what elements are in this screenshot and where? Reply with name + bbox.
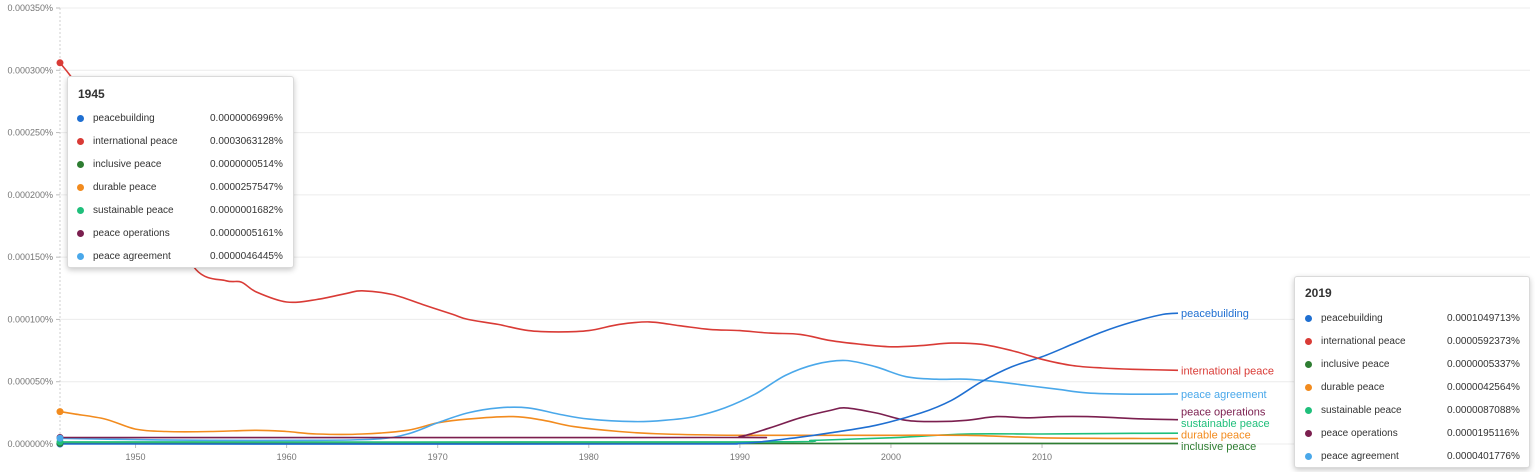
tooltip-series-name: peace agreement [93, 250, 171, 262]
x-tick-label: 1950 [126, 452, 146, 462]
legend-dot-icon [1305, 429, 1312, 437]
legend-dot-icon [77, 160, 84, 168]
tooltip-row: peacebuilding 0.0001049713% [1295, 311, 1529, 325]
tooltip-row: international peace 0.0003063128% [68, 134, 293, 148]
tooltip-series-name: international peace [1321, 335, 1406, 347]
end-label-inclusive-peace: inclusive peace [1181, 441, 1256, 453]
tooltip-series-name: peace operations [1321, 427, 1398, 439]
point-marker-peace-agreement [56, 434, 64, 442]
end-label-peace-agreement: peace agreement [1181, 389, 1267, 401]
tooltip-series-name: durable peace [1321, 381, 1385, 393]
legend-dot-icon [1305, 314, 1312, 322]
tooltip-row: inclusive peace 0.0000005337% [1295, 357, 1529, 371]
legend-dot-icon [77, 183, 84, 191]
tooltip-series-name: peacebuilding [1321, 312, 1383, 324]
legend-dot-icon [1305, 452, 1312, 460]
end-labels: peacebuilding international peace peace ag… [1181, 308, 1274, 453]
y-tick-label: 0.000350% [7, 3, 53, 13]
legend-dot-icon [1305, 406, 1312, 414]
tooltip-row: peacebuilding 0.0000006996% [68, 111, 293, 125]
tooltip-row: peace agreement 0.0000401776% [1295, 449, 1529, 463]
tooltip-series-value: 0.0000000514% [210, 158, 283, 170]
x-tick-label: 2010 [1032, 452, 1052, 462]
x-tick-label: 1980 [579, 452, 599, 462]
x-tick-label: 1960 [277, 452, 297, 462]
tooltip-row: durable peace 0.0000257547% [68, 180, 293, 194]
tooltip-series-name: durable peace [93, 181, 157, 193]
y-tick-label: 0.000250% [7, 128, 53, 138]
tooltip-row: peace operations 0.0000005161% [68, 226, 293, 240]
point-marker-durable-peace [56, 408, 64, 416]
tooltip-series-value: 0.0000005161% [210, 227, 283, 239]
tooltip-series-name: peacebuilding [93, 112, 155, 124]
tooltip-series-value: 0.0000005337% [1447, 358, 1520, 370]
end-label-peace-operations: peace operations [1181, 407, 1266, 419]
series-line-durable-peace [59, 410, 1179, 440]
tooltip-series-name: peace operations [93, 227, 170, 239]
y-tick-label: 0.000050% [7, 377, 53, 387]
tooltip-series-value: 0.0003063128% [210, 135, 283, 147]
x-tick-label: 1990 [730, 452, 750, 462]
point-marker-international-peace [56, 59, 64, 67]
tooltip-year: 1945 [78, 87, 105, 101]
legend-dot-icon [77, 229, 84, 237]
tooltip-series-value: 0.0000087088% [1447, 404, 1520, 416]
tooltip-series-name: inclusive peace [1321, 358, 1390, 370]
series-line-sustainable-peace [59, 432, 1179, 443]
tooltip-row: inclusive peace 0.0000000514% [68, 157, 293, 171]
tooltip-series-name: sustainable peace [1321, 404, 1402, 416]
chart-grid [60, 7, 1530, 445]
x-axis: 1950 1960 1970 1980 1990 2000 2010 [60, 443, 1178, 462]
end-label-sustainable-peace: sustainable peace [1181, 418, 1270, 430]
tooltip-year: 2019 [1305, 286, 1332, 300]
chart-markers [56, 59, 64, 448]
y-tick-label: 0.000000% [7, 439, 53, 449]
tooltip-row: peace operations 0.0000195116% [1295, 426, 1529, 440]
tooltip-series-value: 0.0000592373% [1447, 335, 1520, 347]
series-line-peacebuilding [59, 312, 1179, 445]
tooltip-series-value: 0.0001049713% [1447, 312, 1520, 324]
tooltip-row: sustainable peace 0.0000087088% [1295, 403, 1529, 417]
tooltip-1945: 1945 peacebuilding 0.0000006996% internati… [67, 76, 294, 268]
series-line-peace-operations [59, 407, 1179, 439]
y-tick-label: 0.000200% [7, 190, 53, 200]
end-label-international-peace: international peace [1181, 365, 1274, 377]
tooltip-series-name: sustainable peace [93, 204, 174, 216]
legend-dot-icon [77, 206, 84, 214]
tooltip-series-value: 0.0000257547% [210, 181, 283, 193]
tooltip-series-name: international peace [93, 135, 178, 147]
tooltip-series-value: 0.0000195116% [1447, 427, 1520, 439]
x-tick-label: 2000 [881, 452, 901, 462]
legend-dot-icon [1305, 337, 1312, 345]
legend-dot-icon [1305, 383, 1312, 391]
tooltip-series-value: 0.0000001682% [210, 204, 283, 216]
tooltip-series-name: peace agreement [1321, 450, 1399, 462]
chart-series [59, 62, 1179, 445]
x-tick-label: 1970 [428, 452, 448, 462]
y-tick-label: 0.000300% [7, 65, 53, 75]
tooltip-row: peace agreement 0.0000046445% [68, 249, 293, 263]
tooltip-series-value: 0.0000006996% [210, 112, 283, 124]
y-tick-label: 0.000150% [7, 252, 53, 262]
legend-dot-icon [77, 114, 84, 122]
tooltip-row: durable peace 0.0000042564% [1295, 380, 1529, 394]
series-line-international-peace [59, 62, 1179, 372]
tooltip-row: international peace 0.0000592373% [1295, 334, 1529, 348]
y-tick-label: 0.000100% [7, 314, 53, 324]
legend-dot-icon [1305, 360, 1312, 368]
tooltip-series-value: 0.0000042564% [1447, 381, 1520, 393]
tooltip-series-name: inclusive peace [93, 158, 162, 170]
end-label-peacebuilding: peacebuilding [1181, 308, 1249, 320]
legend-dot-icon [77, 137, 84, 145]
legend-dot-icon [77, 252, 84, 260]
end-label-durable-peace: durable peace [1181, 430, 1251, 442]
series-line-peace-agreement [59, 359, 1179, 442]
tooltip-2019: 2019 peacebuilding 0.0001049713% internati… [1294, 276, 1530, 468]
tooltip-row: sustainable peace 0.0000001682% [68, 203, 293, 217]
y-axis: 0.000000% 0.000050% 0.000100% 0.000150% 0.00… [7, 3, 61, 449]
tooltip-series-value: 0.0000046445% [210, 250, 283, 262]
tooltip-series-value: 0.0000401776% [1447, 450, 1520, 462]
